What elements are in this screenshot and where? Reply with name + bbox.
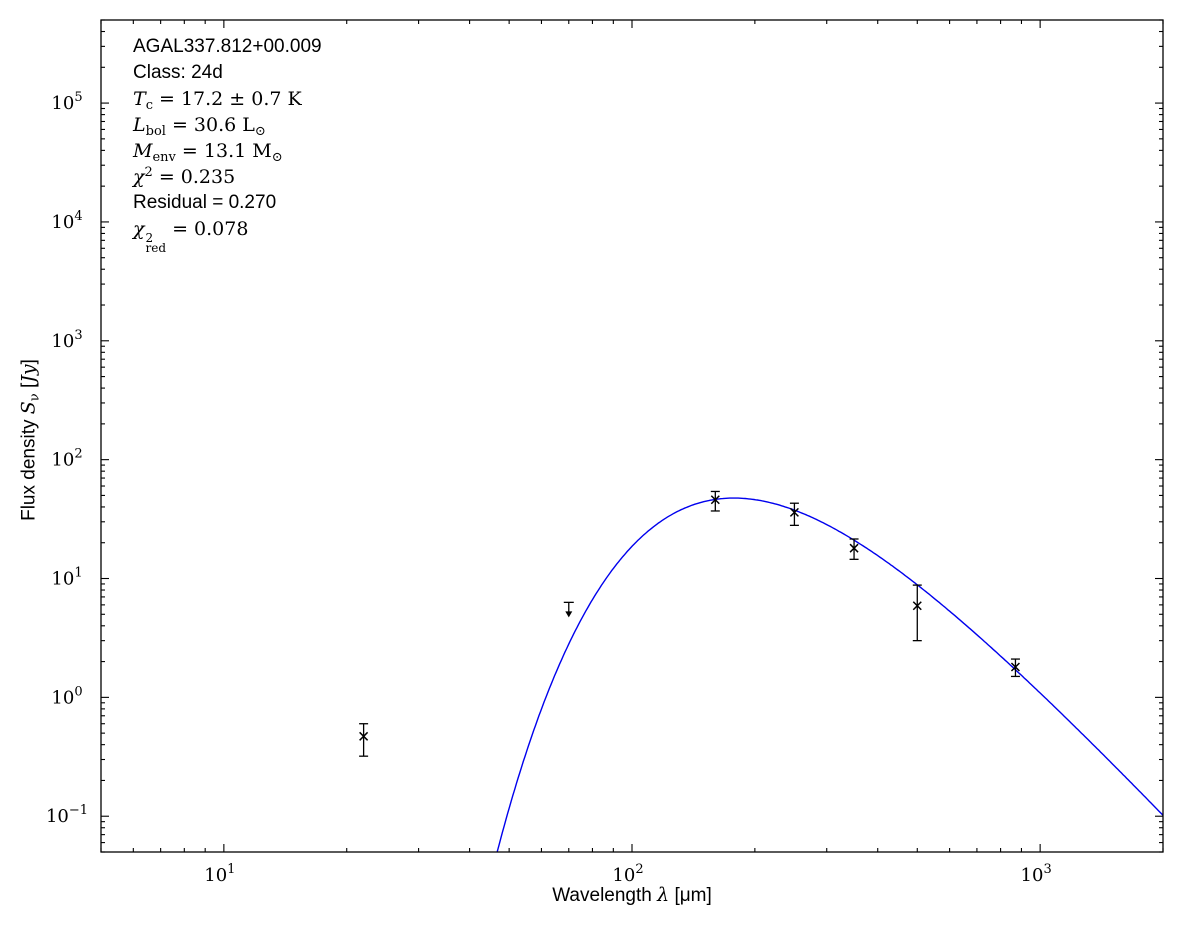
envelope-mass-value: Menv = 13.1 M⊙	[133, 140, 283, 165]
temperature-value: Tc = 17.2 ± 0.7 K	[133, 88, 302, 113]
y-tick-label: 101	[51, 566, 82, 590]
data-point-marker	[1010, 658, 1020, 678]
y-tick-label: 102	[51, 447, 82, 471]
data-point-marker	[912, 584, 922, 642]
axis-ticks	[100, 19, 1164, 853]
y-tick-label: 10−1	[46, 803, 88, 827]
data-point-marker	[789, 502, 799, 527]
chi-squared-value: χ2 = 0.235	[133, 165, 236, 188]
y-tick-label: 104	[51, 209, 82, 233]
x-axis-title: Wavelength λ [μm]	[552, 884, 712, 906]
luminosity-value: Lbol = 30.6 L⊙	[133, 114, 266, 139]
source-name: AGAL337.812+00.009	[133, 36, 322, 57]
x-tick-label: 103	[1021, 862, 1052, 886]
fit-annotation: AGAL337.812+00.009 Class: 24d Tc = 17.2 …	[133, 34, 322, 255]
y-axis-title: Flux density Sν [Jy]	[17, 359, 43, 521]
tick-labels: 101 102 103 105 104 103 102 101 100 10−1	[46, 90, 1052, 886]
data-points	[359, 490, 1020, 757]
reduced-chi-squared-value: χ 2 red = 0.078	[133, 218, 249, 255]
model-curve	[496, 497, 1163, 852]
x-tick-label: 101	[204, 862, 235, 886]
residual-value: Residual = 0.270	[133, 192, 277, 213]
upper-limit-marker	[563, 601, 574, 618]
y-tick-label: 103	[51, 328, 82, 352]
x-tick-label: 102	[612, 862, 643, 886]
class-label: Class: 24d	[133, 62, 223, 83]
y-tick-label: 100	[51, 684, 82, 708]
data-point-marker	[710, 490, 720, 512]
data-point-marker	[849, 538, 859, 560]
data-point-marker	[359, 723, 369, 757]
y-tick-label: 105	[51, 90, 82, 114]
